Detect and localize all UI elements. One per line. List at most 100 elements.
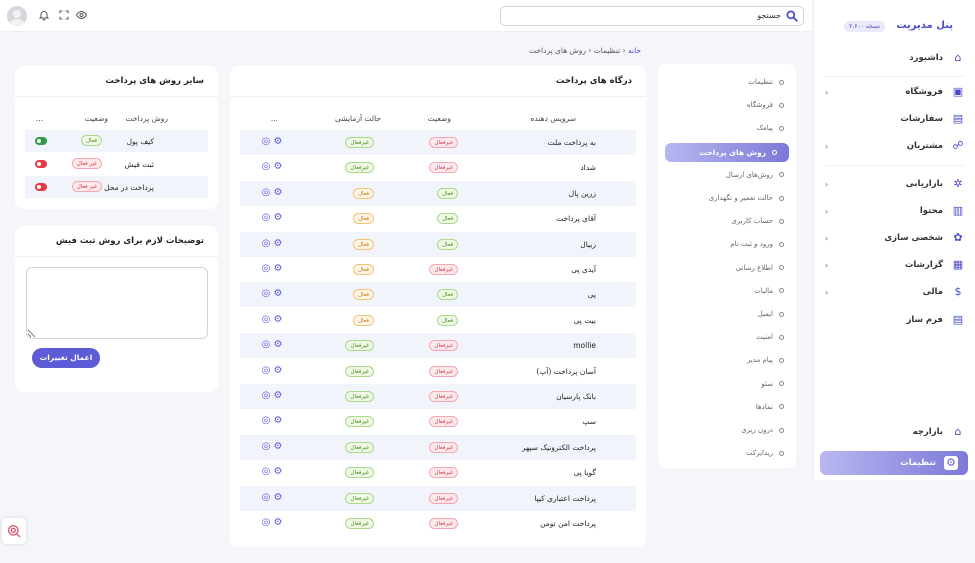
globe-icon[interactable]: ◎ xyxy=(261,161,271,173)
gear-icon[interactable]: ⚙ xyxy=(273,364,283,376)
gear-icon[interactable]: ⚙ xyxy=(273,263,283,274)
sidebar-item-personalization[interactable]: ✿ شخصی سازی ‹ xyxy=(825,228,965,248)
sidebar-item-dashboard[interactable]: ⌂ داشبورد xyxy=(825,48,965,68)
sidebar-item-customers[interactable]: ☍ مشتریان ‹ xyxy=(825,139,964,152)
settings-menu-item[interactable]: نمادها xyxy=(756,401,784,413)
bullet-icon xyxy=(779,218,784,224)
gear-icon[interactable]: ⚙ xyxy=(273,339,283,351)
toggle-switch[interactable] xyxy=(35,160,47,168)
sidebar-item-content[interactable]: ▥ محتوا ‹ xyxy=(825,204,964,217)
globe-icon[interactable]: ◎ xyxy=(261,491,271,503)
settings-menu-item[interactable]: تنظیمات xyxy=(748,76,784,88)
bell-icon[interactable] xyxy=(37,9,51,23)
apply-changes-button[interactable]: اعمال تغییرات xyxy=(32,348,100,368)
bullet-icon xyxy=(779,311,784,317)
sidebar-item-settings[interactable]: ⚙ تنظیمات xyxy=(820,451,968,475)
globe-icon[interactable]: ◎ xyxy=(261,415,271,427)
gateway-row: بانک پارسیان غیرفعال غیرفعال ◎ ⚙ xyxy=(240,384,636,409)
settings-menu: تنظیمات فروشگاه پیامک روش های پرداخت روش‌های… xyxy=(658,64,796,468)
settings-menu-item[interactable]: اطلاع رسانی xyxy=(736,262,784,274)
settings-menu-item[interactable]: ریدایرکت xyxy=(746,447,784,459)
test-mode-badge: غیرفعال xyxy=(345,391,374,402)
settings-menu-item[interactable]: پیام مدیر xyxy=(747,354,784,366)
gear-icon[interactable]: ⚙ xyxy=(273,517,283,528)
settings-menu-item[interactable]: ایمیل xyxy=(758,308,784,320)
gear-icon[interactable]: ⚙ xyxy=(273,390,283,401)
breadcrumb-home[interactable]: خانه xyxy=(627,46,641,55)
gateway-name: آقای پرداخت xyxy=(556,214,596,224)
settings-menu-item[interactable]: ورود و ثبت نام xyxy=(730,238,784,250)
status-badge: غیر فعال xyxy=(71,181,102,192)
bullet-icon xyxy=(779,102,784,108)
status-badge: فعال xyxy=(437,289,458,301)
settings-menu-label: سئو xyxy=(761,379,773,388)
search-input[interactable]: جستجو xyxy=(500,6,804,26)
content-icon: ▥ xyxy=(952,204,964,217)
receipt-description-input[interactable] xyxy=(26,267,208,339)
globe-icon[interactable]: ◎ xyxy=(261,517,271,528)
fullscreen-icon[interactable] xyxy=(57,9,71,23)
row-actions: ◎ ⚙ xyxy=(260,313,286,327)
globe-icon[interactable]: ◎ xyxy=(261,339,271,351)
gear-icon[interactable]: ⚙ xyxy=(273,415,283,427)
bullet-icon xyxy=(779,288,784,294)
globe-icon[interactable]: ◎ xyxy=(261,237,271,249)
globe-icon[interactable]: ◎ xyxy=(261,263,271,274)
sidebar-item-market[interactable]: ⌂ بازارچه xyxy=(825,422,965,442)
users-icon: ☍ xyxy=(952,139,964,152)
toggle-switch[interactable] xyxy=(35,137,47,145)
settings-menu-item[interactable]: امنیت xyxy=(756,331,784,343)
gear-icon[interactable]: ⚙ xyxy=(273,212,283,224)
gateway-name: به پرداخت ملت xyxy=(547,138,596,147)
avatar[interactable] xyxy=(7,6,27,26)
settings-menu-item[interactable]: حالت تعمیر و نگهداری xyxy=(709,192,784,204)
sidebar-item-marketing[interactable]: ✲ بازاریابی ‹ xyxy=(825,174,965,194)
settings-menu-item[interactable]: مالیات xyxy=(754,285,784,297)
header-actions: ... xyxy=(35,114,43,123)
sidebar-item-reports[interactable]: ▦ گزارشات ‹ xyxy=(825,258,964,271)
gear-icon[interactable]: ⚙ xyxy=(273,313,283,325)
gear-icon[interactable]: ⚙ xyxy=(273,288,283,300)
top-bar: جستجو xyxy=(0,0,812,32)
gear-icon[interactable]: ⚙ xyxy=(273,186,283,198)
gear-icon[interactable]: ⚙ xyxy=(273,136,283,147)
status-badge: غیرفعال xyxy=(429,365,458,377)
settings-menu-item-active[interactable]: روش های پرداخت xyxy=(665,142,789,162)
globe-icon[interactable]: ◎ xyxy=(261,136,271,147)
sidebar-item-finance[interactable]: $ مالی ‹ xyxy=(825,282,965,302)
row-actions: ◎ ⚙ xyxy=(260,287,286,301)
test-mode-badge: غیرفعال xyxy=(345,365,374,377)
gateway-name: سپ xyxy=(582,417,596,427)
settings-menu-item[interactable]: سئو xyxy=(761,378,784,390)
sidebar-item-orders[interactable]: ▤ سفارشات xyxy=(900,112,964,125)
gateway-row: به پرداخت ملت غیرفعال غیرفعال ◎ ⚙ xyxy=(240,130,636,155)
globe-icon[interactable]: ◎ xyxy=(261,364,271,376)
row-actions: ◎ ⚙ xyxy=(260,364,286,378)
globe-icon[interactable]: ◎ xyxy=(261,440,271,452)
gear-icon[interactable]: ⚙ xyxy=(273,161,283,173)
gear-icon[interactable]: ⚙ xyxy=(273,440,283,452)
globe-icon[interactable]: ◎ xyxy=(261,212,271,224)
globe-icon[interactable]: ◎ xyxy=(261,313,271,325)
settings-menu-item[interactable]: درون ریزی xyxy=(741,424,784,436)
floating-help-button[interactable] xyxy=(2,518,26,544)
gear-icon[interactable]: ⚙ xyxy=(273,237,283,249)
settings-menu-item[interactable]: روش‌های ارسال xyxy=(726,169,784,181)
toggle-switch[interactable] xyxy=(35,183,47,191)
globe-icon[interactable]: ◎ xyxy=(261,390,271,401)
settings-menu-item[interactable]: حساب کاربری xyxy=(731,215,784,227)
globe-icon[interactable]: ◎ xyxy=(261,288,271,300)
sidebar-item-shop[interactable]: ▣ فروشگاه ‹ xyxy=(825,85,964,98)
eye-icon[interactable] xyxy=(74,9,88,23)
settings-menu-item[interactable]: پیامک xyxy=(757,122,784,134)
settings-menu-item[interactable]: فروشگاه xyxy=(747,99,784,111)
globe-icon[interactable]: ◎ xyxy=(261,186,271,198)
gear-icon[interactable]: ⚙ xyxy=(273,466,283,478)
sidebar-item-form-builder[interactable]: ▤ فرم ساز xyxy=(906,313,964,326)
gear-icon[interactable]: ⚙ xyxy=(273,491,283,503)
globe-icon[interactable]: ◎ xyxy=(261,466,271,478)
bullet-icon xyxy=(779,265,784,271)
bullet-icon xyxy=(779,241,784,247)
gateway-row: آسان پرداخت (آپ) غیرفعال غیرفعال ◎ ⚙ xyxy=(240,359,636,384)
breadcrumb-settings[interactable]: تنظیمات xyxy=(593,46,621,55)
